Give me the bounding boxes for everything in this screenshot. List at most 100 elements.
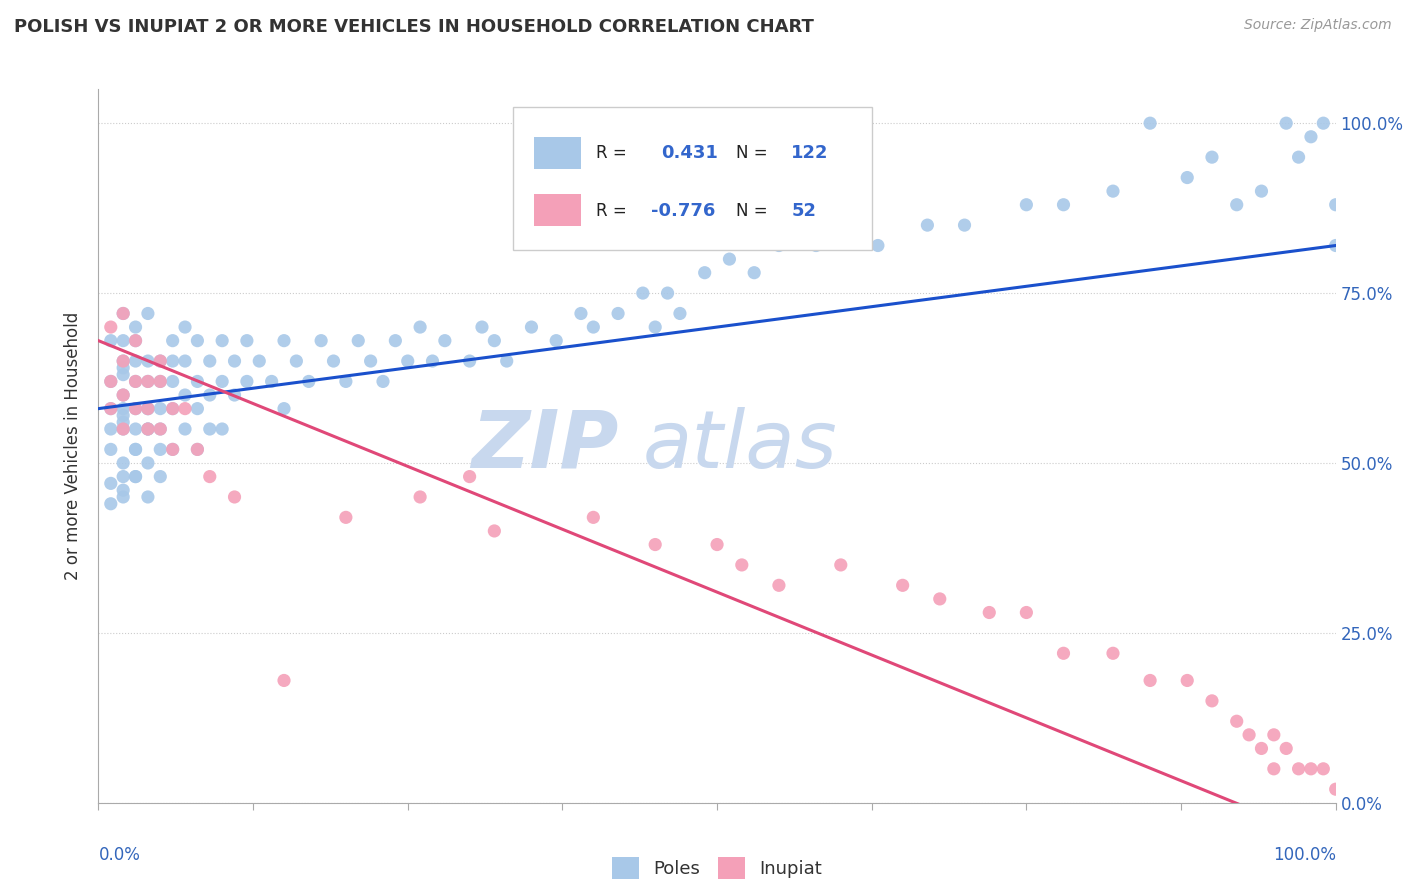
Point	[236, 375, 259, 389]
Point	[484, 334, 506, 348]
Point	[124, 469, 146, 483]
Point	[830, 218, 852, 232]
Point	[1324, 198, 1347, 212]
Point	[1250, 184, 1272, 198]
Point	[174, 354, 197, 368]
Point	[124, 401, 146, 416]
Point	[371, 375, 394, 389]
Point	[830, 558, 852, 572]
Point	[100, 422, 122, 436]
Text: -0.776: -0.776	[651, 202, 716, 219]
Text: atlas: atlas	[643, 407, 838, 485]
Point	[1139, 116, 1161, 130]
Point	[112, 490, 135, 504]
Text: ZIP: ZIP	[471, 407, 619, 485]
Point	[1226, 714, 1249, 729]
Point	[198, 388, 221, 402]
Point	[224, 490, 246, 504]
Point	[669, 306, 692, 320]
Point	[768, 238, 790, 252]
Point	[174, 388, 197, 402]
Point	[124, 354, 146, 368]
Point	[112, 388, 135, 402]
Point	[124, 442, 146, 457]
Point	[1226, 198, 1249, 212]
Point	[546, 334, 568, 348]
Text: N =: N =	[735, 145, 768, 162]
Point	[124, 442, 146, 457]
Point	[1015, 606, 1038, 620]
Point	[718, 252, 741, 266]
Point	[644, 320, 666, 334]
Point	[149, 422, 172, 436]
Bar	[534, 194, 581, 227]
Point	[520, 320, 543, 334]
Point	[149, 354, 172, 368]
Point	[1139, 673, 1161, 688]
Point	[124, 375, 146, 389]
Point	[162, 442, 184, 457]
Point	[979, 606, 1001, 620]
Point	[112, 483, 135, 498]
Point	[198, 422, 221, 436]
Point	[396, 354, 419, 368]
Point	[335, 510, 357, 524]
Point	[211, 422, 233, 436]
Point	[100, 320, 122, 334]
Point	[186, 401, 208, 416]
FancyBboxPatch shape	[513, 107, 872, 250]
Point	[124, 375, 146, 389]
Point	[112, 334, 135, 348]
Point	[100, 401, 122, 416]
Point	[1288, 762, 1310, 776]
Point	[100, 476, 122, 491]
Point	[1175, 170, 1198, 185]
Point	[768, 578, 790, 592]
Point	[433, 334, 456, 348]
Point	[1299, 762, 1322, 776]
Point	[211, 334, 233, 348]
Point	[162, 442, 184, 457]
Text: Source: ZipAtlas.com: Source: ZipAtlas.com	[1244, 18, 1392, 32]
Point	[309, 334, 332, 348]
Point	[1201, 694, 1223, 708]
Point	[149, 375, 172, 389]
Point	[136, 401, 159, 416]
Point	[1102, 646, 1125, 660]
Point	[162, 375, 184, 389]
Point	[458, 469, 481, 483]
Point	[149, 354, 172, 368]
Point	[569, 306, 592, 320]
Point	[273, 401, 295, 416]
Text: 0.431: 0.431	[661, 145, 718, 162]
Point	[112, 469, 135, 483]
Point	[1237, 728, 1260, 742]
Point	[804, 238, 827, 252]
Point	[298, 375, 321, 389]
Point	[484, 524, 506, 538]
Point	[162, 401, 184, 416]
Point	[273, 334, 295, 348]
Point	[112, 368, 135, 382]
Point	[693, 266, 716, 280]
Point	[136, 401, 159, 416]
Point	[1324, 782, 1347, 797]
Point	[112, 409, 135, 423]
Point	[211, 375, 233, 389]
Point	[285, 354, 308, 368]
Point	[495, 354, 517, 368]
Point	[112, 388, 135, 402]
Point	[112, 422, 135, 436]
Point	[124, 320, 146, 334]
Point	[409, 490, 432, 504]
Point	[322, 354, 344, 368]
Point	[742, 266, 765, 280]
Point	[136, 354, 159, 368]
Point	[273, 673, 295, 688]
Point	[1275, 116, 1298, 130]
Point	[1201, 150, 1223, 164]
Point	[198, 469, 221, 483]
Point	[247, 354, 270, 368]
Point	[198, 354, 221, 368]
Point	[136, 456, 159, 470]
